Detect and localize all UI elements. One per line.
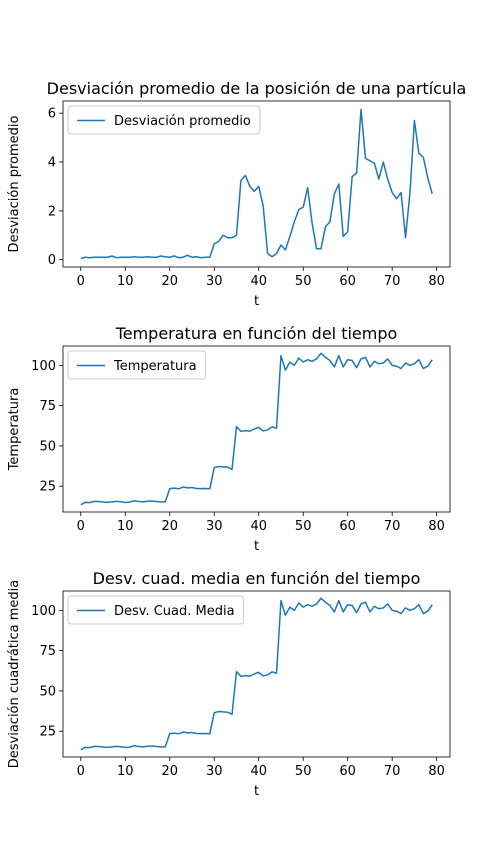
series-line <box>80 597 433 751</box>
legend: Temperatura <box>67 350 207 380</box>
x-tick-label: 70 <box>384 519 401 534</box>
legend-label: Temperatura <box>113 359 197 374</box>
x-tick-label: 10 <box>117 274 134 289</box>
x-axis-label: t <box>254 539 259 554</box>
y-axis-label: Desviación cuadrática media <box>7 580 22 769</box>
x-tick-label: 20 <box>161 274 178 289</box>
x-tick-label: 40 <box>250 764 267 779</box>
x-tick-label: 30 <box>206 519 223 534</box>
x-tick-label: 70 <box>384 274 401 289</box>
x-tick-label: 40 <box>250 274 267 289</box>
chart-3: Desv. cuad. media en función del tiempo 0… <box>7 569 451 799</box>
x-tick-label: 80 <box>428 519 445 534</box>
x-tick-label: 80 <box>428 274 445 289</box>
x-tick-label: 30 <box>206 274 223 289</box>
y-tick-label: 100 <box>31 604 56 619</box>
y-tick-label: 6 <box>48 107 56 122</box>
series-line <box>80 352 433 506</box>
x-axis-label: t <box>254 294 259 309</box>
chart-title: Desviación promedio de la posición de un… <box>47 79 467 98</box>
x-tick-label: 30 <box>206 764 223 779</box>
x-tick-label: 0 <box>77 274 85 289</box>
legend: Desv. Cuad. Media <box>67 595 245 625</box>
axes-frame <box>62 345 451 513</box>
x-tick-label: 60 <box>339 519 356 534</box>
y-tick-label: 100 <box>31 359 56 374</box>
y-tick-label: 75 <box>39 399 56 414</box>
chart-title: Desv. cuad. media en función del tiempo <box>93 569 421 588</box>
x-tick-label: 20 <box>161 764 178 779</box>
y-tick-label: 25 <box>39 480 56 495</box>
legend-label: Desv. Cuad. Media <box>114 604 235 619</box>
y-axis-label: Temperatura <box>7 388 22 472</box>
y-tick-label: 4 <box>48 156 56 171</box>
series-line <box>80 108 433 260</box>
x-axis-label: t <box>254 784 259 799</box>
x-tick-label: 50 <box>295 764 312 779</box>
chart-title: Temperatura en función del tiempo <box>115 324 398 343</box>
y-tick-label: 25 <box>39 725 56 740</box>
chart-2: Temperatura en función del tiempo 0 10 20 30… <box>7 324 451 554</box>
chart-1: Desviación promedio de la posición de un… <box>7 79 466 309</box>
x-tick-label: 20 <box>161 519 178 534</box>
y-tick-label: 75 <box>39 644 56 659</box>
x-tick-label: 0 <box>77 519 85 534</box>
legend: Desviación promedio <box>67 105 261 135</box>
y-tick-label: 0 <box>48 253 56 268</box>
x-tick-label: 10 <box>117 764 134 779</box>
legend-box <box>67 350 207 380</box>
x-tick-label: 50 <box>295 519 312 534</box>
axes-frame <box>62 590 451 758</box>
y-tick-label: 50 <box>39 439 56 454</box>
y-axis-label: Desviación promedio <box>7 116 22 253</box>
legend-box <box>67 595 245 625</box>
axes-frame <box>62 100 451 268</box>
x-tick-label: 40 <box>250 519 267 534</box>
legend-label: Desviación promedio <box>114 114 251 129</box>
x-tick-label: 10 <box>117 519 134 534</box>
y-tick-label: 2 <box>48 204 56 219</box>
legend-box <box>67 105 261 135</box>
x-tick-label: 60 <box>339 764 356 779</box>
y-tick-label: 50 <box>39 684 56 699</box>
x-tick-label: 60 <box>339 274 356 289</box>
x-tick-label: 50 <box>295 274 312 289</box>
x-tick-label: 80 <box>428 764 445 779</box>
x-tick-label: 70 <box>384 764 401 779</box>
x-tick-label: 0 <box>77 764 85 779</box>
